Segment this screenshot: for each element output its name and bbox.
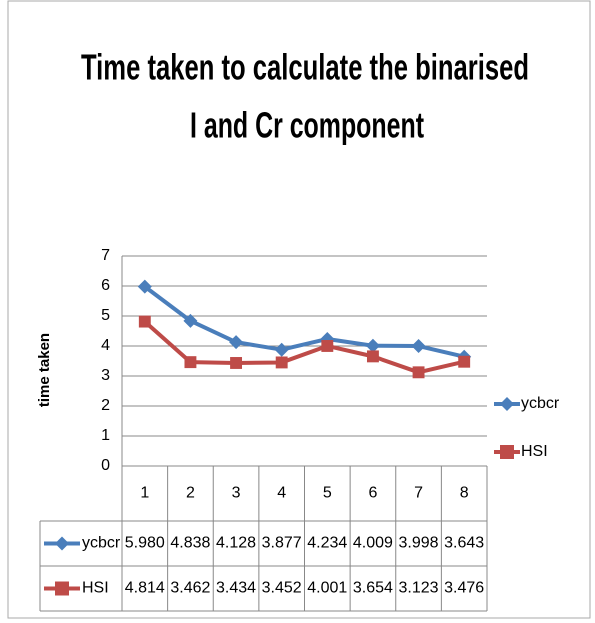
y-tick-label: 1	[101, 427, 110, 444]
marker	[184, 356, 197, 369]
marker	[411, 339, 426, 354]
marker	[412, 366, 425, 379]
x-tick-label: 2	[186, 485, 195, 502]
x-tick-label: 6	[368, 485, 377, 502]
marker	[138, 315, 151, 328]
y-tick-label: 2	[101, 397, 110, 414]
marker	[230, 357, 243, 369]
legend-marker	[55, 536, 69, 551]
table-value: 3.123	[399, 580, 439, 597]
legend-label: ycbcr	[521, 395, 560, 412]
y-axis-label: time taken	[36, 333, 53, 407]
x-tick-label: 3	[232, 485, 241, 502]
table-series-name: ycbcr	[82, 535, 121, 552]
chart-title: Time taken to calculate the binarised	[81, 47, 529, 88]
table-value: 3.462	[170, 580, 210, 597]
marker	[366, 350, 379, 363]
table-value: 5.980	[125, 535, 165, 552]
x-tick-label: 5	[323, 485, 332, 502]
marker	[365, 338, 380, 353]
y-tick-label: 4	[101, 337, 110, 354]
table-value: 3.434	[216, 580, 256, 597]
table-value: 4.009	[353, 535, 393, 552]
table-value: 3.998	[399, 535, 439, 552]
legend-marker	[500, 397, 514, 411]
marker	[274, 342, 289, 357]
y-tick-label: 3	[101, 367, 110, 384]
series-line	[143, 285, 465, 359]
marker	[183, 313, 198, 328]
legend-marker	[55, 581, 69, 596]
table-value: 3.476	[444, 580, 484, 597]
series-line	[143, 320, 465, 375]
table-value: 4.001	[307, 580, 347, 597]
table-value: 4.234	[307, 535, 347, 552]
marker	[458, 355, 471, 368]
chart-border	[7, 0, 591, 619]
legend-label: HSI	[521, 443, 548, 460]
marker	[137, 279, 152, 294]
table-value: 3.643	[444, 535, 484, 552]
y-tick-label: 0	[101, 457, 110, 474]
table-value: 3.452	[262, 580, 302, 597]
table-series-name: HSI	[82, 580, 109, 597]
table-value: 3.654	[353, 580, 393, 597]
legend-marker	[500, 445, 514, 459]
table-value: 4.128	[216, 535, 256, 552]
marker	[229, 335, 244, 350]
marker	[275, 356, 288, 369]
x-tick-label: 1	[140, 485, 149, 502]
x-tick-label: 7	[414, 485, 423, 502]
table-value: 4.814	[125, 580, 165, 597]
y-tick-label: 7	[101, 247, 110, 264]
marker	[321, 340, 334, 352]
x-tick-label: 4	[277, 485, 286, 502]
y-tick-label: 6	[101, 277, 110, 294]
chart-title: I and Cr component	[190, 105, 424, 146]
x-tick-label: 8	[460, 485, 469, 502]
table-value: 3.877	[262, 535, 302, 552]
table-value: 4.838	[170, 535, 210, 552]
y-tick-label: 5	[101, 307, 110, 324]
